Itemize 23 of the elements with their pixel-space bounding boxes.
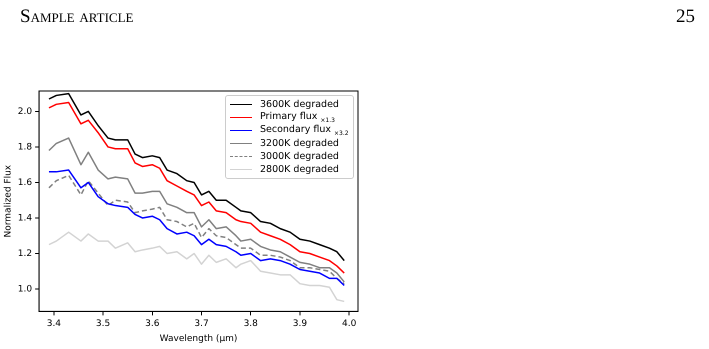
x-tick-label: 3.7 [194, 319, 209, 330]
x-tick-label: 3.6 [145, 319, 160, 330]
y-tick-label: 1.2 [18, 248, 32, 259]
x-tick-label: 3.9 [292, 319, 308, 330]
x-tick-label: 4.0 [342, 319, 357, 330]
y-tick-label: 1.0 [18, 284, 32, 294]
y-axis-title: Normalized Flux [4, 164, 14, 238]
y-tick-label: 1.4 [18, 213, 32, 224]
y-tick-label: 1.6 [18, 178, 32, 188]
x-tick-label: 3.8 [244, 319, 258, 330]
x-tick-label: 3.4 [46, 319, 62, 330]
legend-label: 2800K degraded [260, 164, 339, 175]
text: Sample article [20, 6, 134, 28]
x-axis-title: Wavelength (μm) [160, 334, 238, 344]
legend-label: Primary flux $_{×1.3}$ [260, 111, 335, 124]
text: 25 [676, 6, 695, 28]
legend-label: 3600K degraded [260, 99, 339, 110]
legend-label: 3200K degraded [260, 138, 339, 149]
y-tick-label: 2.0 [18, 106, 32, 117]
x-tick-label: 3.5 [96, 319, 110, 330]
legend-label: 3000K degraded [260, 151, 339, 162]
legend-label: Secondary flux $_{×3.2}$ [260, 124, 349, 137]
y-tick-label: 1.8 [18, 142, 32, 152]
